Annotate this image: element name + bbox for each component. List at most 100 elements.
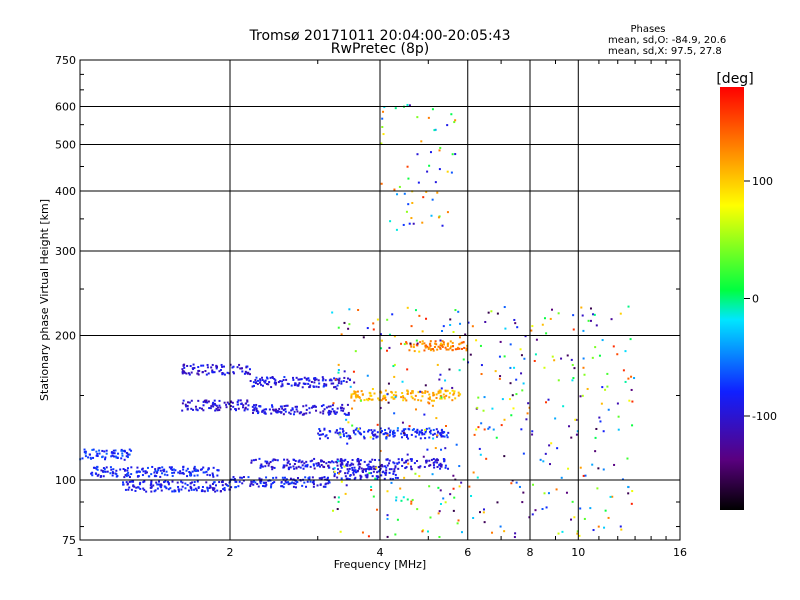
- data-point: [440, 463, 443, 466]
- data-point: [373, 434, 376, 437]
- data-point: [148, 475, 151, 478]
- data-point: [171, 471, 174, 474]
- data-point: [214, 409, 217, 412]
- data-point: [406, 368, 409, 371]
- data-point: [202, 409, 205, 412]
- data-point: [354, 395, 357, 398]
- data-point: [259, 466, 262, 469]
- data-point: [193, 465, 196, 468]
- data-point: [496, 312, 499, 315]
- data-point: [364, 470, 367, 473]
- data-point: [401, 380, 404, 383]
- data-point: [366, 374, 369, 377]
- data-point: [367, 465, 370, 468]
- data-point: [442, 343, 445, 346]
- data-point: [438, 464, 441, 467]
- data-point: [351, 468, 354, 471]
- data-point: [429, 344, 432, 347]
- data-point: [302, 467, 305, 470]
- data-point: [193, 474, 196, 477]
- data-point: [401, 430, 404, 433]
- data-point: [531, 325, 534, 328]
- data-point: [439, 489, 442, 492]
- data-point: [358, 462, 361, 465]
- data-point: [201, 485, 204, 488]
- data-point: [415, 430, 418, 433]
- data-point: [439, 391, 442, 394]
- data-point: [629, 338, 632, 341]
- data-point: [190, 399, 193, 402]
- data-point: [433, 461, 436, 464]
- data-point: [327, 464, 330, 467]
- data-point: [365, 398, 368, 401]
- data-point: [439, 339, 442, 342]
- data-point: [187, 372, 190, 375]
- data-point: [433, 399, 436, 402]
- data-point: [163, 468, 166, 471]
- data-point: [354, 476, 357, 479]
- data-point: [196, 474, 199, 477]
- data-point: [522, 452, 525, 455]
- data-point: [350, 396, 353, 399]
- data-point: [177, 485, 180, 488]
- grid: [80, 60, 680, 540]
- data-point: [206, 363, 209, 366]
- data-point: [342, 430, 345, 433]
- data-point: [368, 460, 371, 463]
- data-point: [578, 534, 581, 537]
- data-point: [380, 339, 383, 342]
- data-point: [315, 409, 318, 412]
- data-point: [357, 430, 360, 433]
- data-point: [411, 391, 414, 394]
- data-point: [220, 363, 223, 366]
- data-point: [400, 499, 403, 502]
- data-point: [255, 381, 258, 384]
- data-point: [601, 386, 604, 389]
- data-point: [372, 322, 375, 325]
- data-point: [405, 341, 408, 344]
- data-point: [573, 367, 576, 370]
- data-point: [130, 449, 133, 452]
- data-point: [246, 400, 249, 403]
- data-point: [402, 432, 405, 435]
- data-point: [451, 153, 454, 156]
- data-point: [609, 495, 612, 498]
- data-point: [465, 349, 468, 352]
- data-point: [232, 405, 235, 408]
- data-point: [535, 338, 538, 341]
- data-point: [414, 408, 417, 411]
- data-point: [381, 117, 384, 120]
- data-point: [317, 463, 320, 466]
- data-point: [571, 379, 574, 382]
- data-point: [312, 463, 315, 466]
- data-point: [315, 385, 318, 388]
- data-point: [184, 403, 187, 406]
- data-point: [132, 484, 135, 487]
- data-point: [594, 436, 597, 439]
- data-point: [419, 341, 422, 344]
- data-point: [308, 379, 311, 382]
- data-point: [402, 429, 405, 432]
- data-point: [394, 465, 397, 468]
- data-point: [374, 477, 377, 480]
- data-point: [311, 481, 314, 484]
- data-point: [193, 480, 196, 483]
- data-point: [432, 433, 435, 436]
- data-point: [575, 418, 578, 421]
- data-point: [94, 472, 97, 475]
- data-point: [119, 468, 122, 471]
- data-point: [103, 468, 106, 471]
- data-point: [344, 492, 347, 495]
- data-point: [501, 398, 504, 401]
- data-point: [252, 459, 255, 462]
- data-point: [393, 188, 396, 191]
- data-point: [90, 472, 93, 475]
- data-point: [376, 423, 379, 426]
- data-point: [333, 475, 336, 478]
- data-point: [349, 437, 352, 440]
- data-point: [384, 428, 387, 431]
- data-point: [454, 309, 457, 312]
- data-point: [297, 383, 300, 386]
- data-point: [87, 456, 90, 459]
- data-point: [457, 519, 460, 522]
